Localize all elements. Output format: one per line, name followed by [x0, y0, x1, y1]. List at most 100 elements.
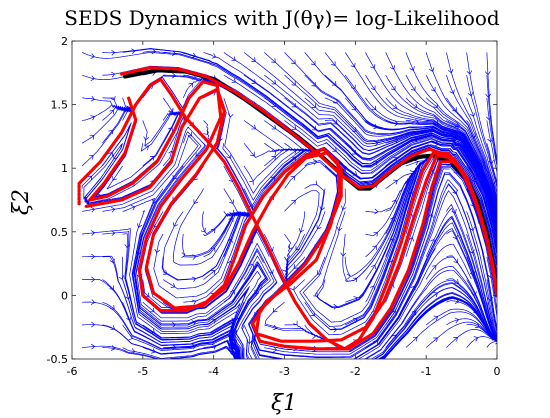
streamline-arrow: [292, 320, 298, 326]
streamline-arrow: [171, 72, 177, 79]
streamline-arrow: [391, 310, 397, 315]
y-tick-label: 0: [61, 289, 68, 302]
streamline-arrow: [210, 228, 216, 234]
streamline-arrow: [429, 67, 435, 72]
streamline-arrow: [293, 264, 299, 269]
streamline-arrow: [331, 81, 337, 86]
streamline-arrow: [211, 53, 217, 59]
streamline-arrow: [452, 234, 458, 240]
streamline: [466, 233, 497, 340]
streamline-arrow: [191, 52, 197, 59]
streamline: [466, 256, 497, 341]
streamline-arrow: [230, 289, 236, 295]
streamline: [248, 184, 472, 359]
x-tick: -6: [67, 41, 77, 378]
streamline: [385, 52, 497, 218]
streamline: [243, 282, 497, 359]
streamline-arrow: [352, 149, 357, 155]
y-tick: 0: [61, 289, 497, 302]
streamline-arrow: [370, 85, 376, 91]
streamline: [446, 328, 497, 348]
streamline-arrow: [311, 125, 317, 131]
streamline-arrow: [298, 228, 305, 233]
streamline-arrow: [488, 204, 495, 210]
streamline-arrow: [226, 154, 232, 159]
streamline: [251, 165, 459, 358]
streamline: [446, 183, 497, 338]
streamline-arrow: [447, 68, 454, 74]
streamline-arrow: [149, 307, 155, 313]
streamline-arrow: [453, 258, 459, 264]
streamline-arrow: [251, 57, 256, 62]
streamline-arrow: [271, 156, 277, 161]
streamline-arrow: [231, 317, 238, 323]
streamline-arrow: [433, 315, 439, 321]
streamline-arrow: [288, 244, 294, 250]
streamline: [486, 341, 497, 348]
x-tick: -5: [137, 41, 148, 378]
streamline: [446, 278, 497, 341]
streamline-arrow: [333, 303, 338, 310]
y-tick-label: 1: [61, 162, 68, 175]
streamline: [446, 52, 497, 201]
streamline-arrow: [488, 159, 494, 165]
streamline: [405, 97, 497, 219]
streamline: [486, 324, 497, 341]
y-tick: 0.5: [51, 226, 497, 239]
streamline-arrow: [172, 222, 178, 227]
streamline: [203, 288, 249, 359]
streamline-arrow: [353, 296, 358, 302]
streamline-arrow: [188, 82, 193, 88]
streamline-arrow: [150, 348, 156, 354]
streamline-arrow: [110, 305, 115, 310]
streamline-arrow: [391, 199, 397, 204]
streamline-arrow: [393, 156, 398, 162]
streamline-arrow: [471, 154, 477, 160]
streamline-arrow: [433, 103, 438, 109]
streamline-arrow: [271, 150, 277, 156]
streamline-arrow: [143, 136, 150, 141]
streamline-arrow: [130, 205, 136, 211]
streamline: [134, 131, 267, 359]
streamline-arrow: [393, 137, 399, 143]
streamline-arrow: [484, 71, 491, 76]
x-tick-label: 0: [494, 365, 501, 378]
streamline-arrow: [491, 335, 497, 341]
streamline-arrow: [110, 345, 116, 351]
streamline-arrow: [270, 176, 276, 181]
streamline-arrow: [370, 64, 376, 69]
streamline: [486, 188, 497, 229]
y-tick-label: 2: [61, 35, 68, 48]
streamline-arrow: [469, 226, 475, 232]
streamline-arrow: [231, 56, 236, 62]
streamline: [243, 228, 497, 359]
streamline-arrow: [331, 61, 336, 66]
streamline: [486, 211, 497, 258]
streamline-arrow: [254, 289, 259, 295]
streamline: [162, 80, 496, 284]
streamline-arrow: [87, 175, 92, 181]
streamline-arrow: [332, 99, 338, 104]
streamline-arrow: [351, 105, 356, 111]
streamline-arrow: [144, 145, 149, 151]
y-tick-label: 0.5: [51, 226, 69, 239]
streamline-arrow: [313, 292, 318, 297]
streamline-arrow: [374, 208, 379, 215]
streamline-arrow: [430, 86, 436, 92]
streamline-arrow: [229, 209, 235, 215]
streamline-arrow: [90, 53, 95, 59]
streamline-arrow: [109, 258, 116, 264]
streamline-arrow: [110, 325, 116, 331]
streamline: [466, 143, 497, 225]
streamline-arrow: [485, 93, 491, 98]
x-tick-label: -1: [421, 365, 432, 378]
streamline: [163, 74, 497, 296]
streamline-arrow: [353, 317, 358, 323]
streamline: [466, 188, 497, 314]
demonstration-trajectory-3: [88, 80, 497, 351]
streamline-arrow: [409, 170, 415, 176]
streamline-arrow: [332, 119, 338, 125]
streamline-arrow: [251, 79, 257, 84]
streamline-arrow: [332, 147, 337, 152]
streamline: [466, 75, 497, 191]
